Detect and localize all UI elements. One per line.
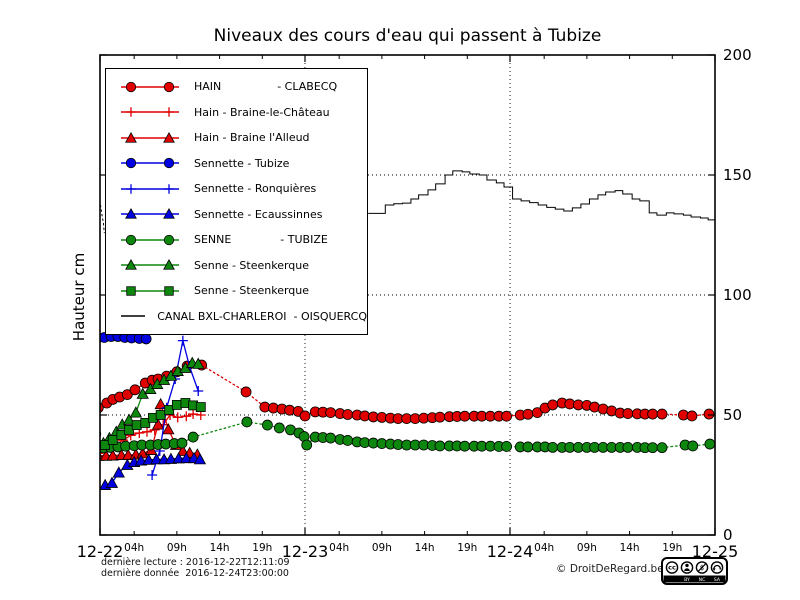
- svg-text:09h: 09h: [577, 542, 597, 554]
- svg-text:14h: 14h: [415, 542, 435, 554]
- svg-text:12-22: 12-22: [77, 542, 124, 561]
- legend-item: Senne - Steenkerque: [106, 280, 367, 302]
- footer-last-reading: dernière lecture : 2016-12-22T12:11:09: [101, 557, 290, 568]
- series-senne-steenkerque-squares: [100, 398, 206, 450]
- legend-item-label: Sennette - Tubize: [194, 156, 290, 170]
- legend-item: HAIN - CLABECQ: [106, 76, 367, 98]
- series-senne-tubize: [100, 416, 715, 454]
- sa-share-alike-icon: [710, 561, 724, 574]
- series-canal-bxl-charleroi: [368, 170, 715, 223]
- series-canal-start-stub: [100, 199, 105, 234]
- svg-text:14h: 14h: [620, 542, 640, 554]
- svg-text:50: 50: [723, 406, 742, 424]
- legend-item-label: Senne - Steenkerque: [194, 258, 310, 272]
- svg-text:04h: 04h: [534, 542, 554, 554]
- legend-item: CANAL BXL-CHARLEROI - OISQUERCQ: [106, 305, 367, 327]
- svg-text:200: 200: [723, 46, 752, 64]
- legend-marker-sample: [121, 259, 179, 270]
- svg-text:cc: cc: [668, 564, 676, 572]
- svg-text:14h: 14h: [210, 542, 230, 554]
- svg-text:19h: 19h: [457, 542, 477, 554]
- legend-marker-sample: [121, 286, 179, 296]
- legend-item-label: HAIN - CLABECQ: [194, 80, 338, 94]
- svg-text:12-25: 12-25: [692, 542, 739, 561]
- svg-text:12-24: 12-24: [487, 542, 534, 561]
- footer-last-data: dernière donnée 2016-12-24T23:00:00: [101, 568, 289, 579]
- legend-item-label: Hain - Braine l'Alleud: [194, 131, 310, 145]
- legend-marker-sample: [121, 184, 179, 194]
- svg-text:0: 0: [723, 526, 733, 544]
- svg-text:100: 100: [723, 286, 752, 304]
- legend-item-label: Senne - Steenkerque: [194, 284, 310, 298]
- cc-badge-strip: [663, 575, 726, 583]
- legend-marker-sample: [121, 158, 179, 169]
- legend-item-label: Hain - Braine-le-Château: [194, 105, 330, 119]
- svg-text:04h: 04h: [329, 542, 349, 554]
- legend-item: Sennette - Tubize: [106, 152, 367, 174]
- legend-item-label: Sennette - Ecaussinnes: [194, 207, 323, 221]
- series-sennette-ecaussinnes: [100, 451, 207, 490]
- svg-text:19h: 19h: [252, 542, 272, 554]
- legend-item-label: SENNE - TUBIZE: [194, 233, 328, 247]
- legend-item: Hain - Braine l'Alleud: [106, 127, 367, 149]
- nc-label: NC: [699, 577, 706, 583]
- legend-marker-sample: [121, 81, 179, 92]
- svg-text:150: 150: [723, 166, 752, 184]
- cc-license-badge: cc $ BY NC SA: [661, 557, 728, 585]
- legend-item: SENNE - TUBIZE: [106, 229, 367, 251]
- legend-item: Sennette - Ronquières: [106, 178, 367, 200]
- by-label: BY: [684, 577, 690, 583]
- svg-text:19h: 19h: [662, 542, 682, 554]
- legend-marker-sample: [121, 107, 179, 117]
- chart-title: Niveaux des cours d'eau qui passent à Tu…: [213, 26, 602, 46]
- legend: HAIN - CLABECQ Hain - Braine-le-Château Ha…: [105, 68, 368, 335]
- legend-item-label: CANAL BXL-CHARLEROI - OISQUERCQ: [157, 309, 367, 323]
- series-sennette-tubize: [100, 331, 152, 345]
- svg-text:09h: 09h: [372, 542, 392, 554]
- cc-icon: cc: [665, 561, 679, 574]
- copyright-text: © DroitDeRegard.be: [556, 563, 664, 575]
- y-axis-label: Hauteur cm: [70, 252, 88, 342]
- svg-text:12-23: 12-23: [282, 542, 329, 561]
- legend-item-label: Sennette - Ronquières: [194, 182, 317, 196]
- legend-marker-sample: [121, 131, 179, 143]
- legend-item: Sennette - Ecaussinnes: [106, 203, 367, 225]
- legend-marker-sample: [121, 208, 179, 219]
- sa-label: SA: [714, 577, 721, 583]
- legend-item: Hain - Braine-le-Château: [106, 101, 367, 123]
- svg-text:09h: 09h: [167, 542, 187, 554]
- by-person-icon: [680, 561, 694, 574]
- nc-no-dollar-icon: $: [695, 561, 709, 574]
- legend-marker-sample: [121, 234, 179, 245]
- svg-text:04h: 04h: [124, 542, 144, 554]
- legend-item: Senne - Steenkerque: [106, 254, 367, 276]
- legend-line-sample: [121, 315, 146, 317]
- series-hain-clabecq: [100, 359, 715, 425]
